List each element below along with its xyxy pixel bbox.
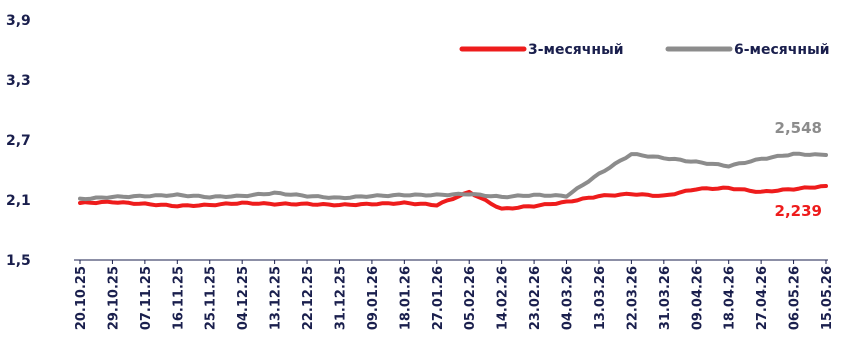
x-tick-label: 20.10.25 (74, 266, 89, 330)
legend-label: 6-месячный (734, 42, 830, 58)
x-tick-label: 05.02.26 (463, 266, 478, 330)
x-tick-label: 16.11.25 (171, 266, 186, 330)
x-tick-label: 31.03.26 (658, 266, 673, 330)
series-lines (78, 151, 828, 211)
x-tick-label: 31.12.25 (333, 266, 348, 330)
x-tick-label: 04.12.25 (236, 266, 251, 330)
y-tick-label: 3,9 (6, 13, 31, 29)
x-tick-label: 15.05.26 (820, 266, 835, 330)
x-tick-label: 27.01.26 (431, 266, 446, 330)
end-labels: 2,239 2,548 (775, 119, 822, 220)
x-tick-label: 13.03.26 (593, 266, 608, 330)
legend-label: 3-месячный (528, 42, 624, 58)
legend: 3-месячный 6-месячный (459, 42, 830, 58)
x-tick-label: 07.11.25 (139, 266, 154, 330)
y-tick-label: 2,1 (6, 193, 31, 209)
x-tick-label: 09.04.26 (690, 266, 705, 330)
x-tick-label: 22.03.26 (625, 266, 640, 330)
y-axis: 3,9 3,3 2,7 2,1 1,5 (6, 13, 31, 269)
y-tick-label: 1,5 (6, 253, 31, 269)
x-tick-label: 18.01.26 (398, 266, 413, 330)
x-tick-label: 29.10.25 (106, 266, 121, 330)
x-tick-label: 09.01.26 (366, 266, 381, 330)
x-tick-label: 06.05.26 (788, 266, 803, 330)
x-axis: 20.10.25 29.10.25 07.11.25 16.11.25 25.11.25… (74, 260, 835, 330)
y-tick-label: 3,3 (6, 73, 31, 89)
series-line (78, 151, 828, 202)
x-tick-label: 25.11.25 (204, 266, 219, 330)
x-tick-label: 13.12.25 (269, 266, 284, 330)
series-end-label: 2,239 (775, 202, 822, 220)
x-tick-label: 22.12.25 (301, 266, 316, 330)
x-tick-label: 27.04.26 (755, 266, 770, 330)
series-end-label: 2,548 (775, 119, 822, 137)
x-tick-label: 14.02.26 (496, 266, 511, 330)
series-line (78, 184, 828, 211)
x-tick-label: 18.04.26 (723, 266, 738, 330)
x-tick-label: 04.03.26 (561, 266, 576, 330)
y-tick-label: 2,7 (6, 133, 31, 149)
x-tick-label: 23.02.26 (528, 266, 543, 330)
